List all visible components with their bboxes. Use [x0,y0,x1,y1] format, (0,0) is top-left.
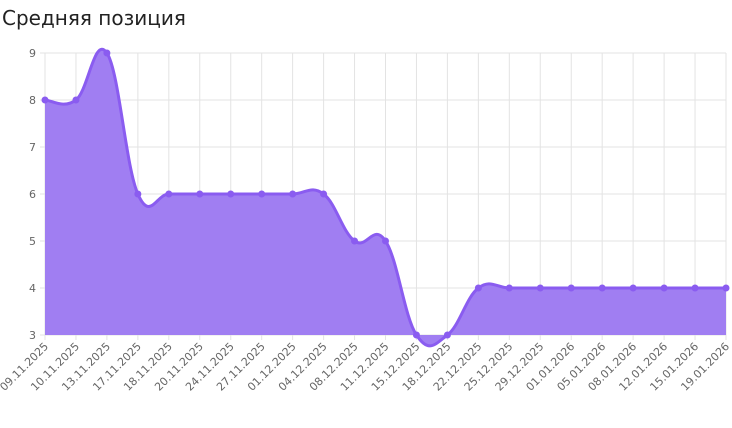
data-point[interactable] [412,331,420,339]
data-point[interactable] [474,284,482,292]
data-point[interactable] [72,96,80,104]
data-point[interactable] [443,331,451,339]
data-point[interactable] [289,190,297,198]
data-point[interactable] [722,284,730,292]
y-tick-label: 8 [29,94,36,107]
data-point[interactable] [536,284,544,292]
data-point[interactable] [134,190,142,198]
y-tick-label: 3 [29,329,36,342]
chart-title: Средняя позиция [2,6,186,30]
data-point[interactable] [196,190,204,198]
data-point[interactable] [351,237,359,245]
y-tick-label: 9 [29,47,36,60]
y-tick-label: 5 [29,235,36,248]
data-point[interactable] [258,190,266,198]
y-tick-label: 6 [29,188,36,201]
data-point[interactable] [103,49,111,57]
data-point[interactable] [660,284,668,292]
data-point[interactable] [227,190,235,198]
series-area-fill [45,49,726,346]
data-point[interactable] [165,190,173,198]
data-point[interactable] [567,284,575,292]
data-point[interactable] [382,237,389,245]
data-point[interactable] [691,284,699,292]
data-point[interactable] [41,96,49,104]
data-point[interactable] [320,190,328,198]
y-tick-label: 4 [29,282,36,295]
data-point[interactable] [505,284,513,292]
y-tick-label: 7 [29,141,36,154]
data-point[interactable] [598,284,606,292]
data-point[interactable] [629,284,637,292]
